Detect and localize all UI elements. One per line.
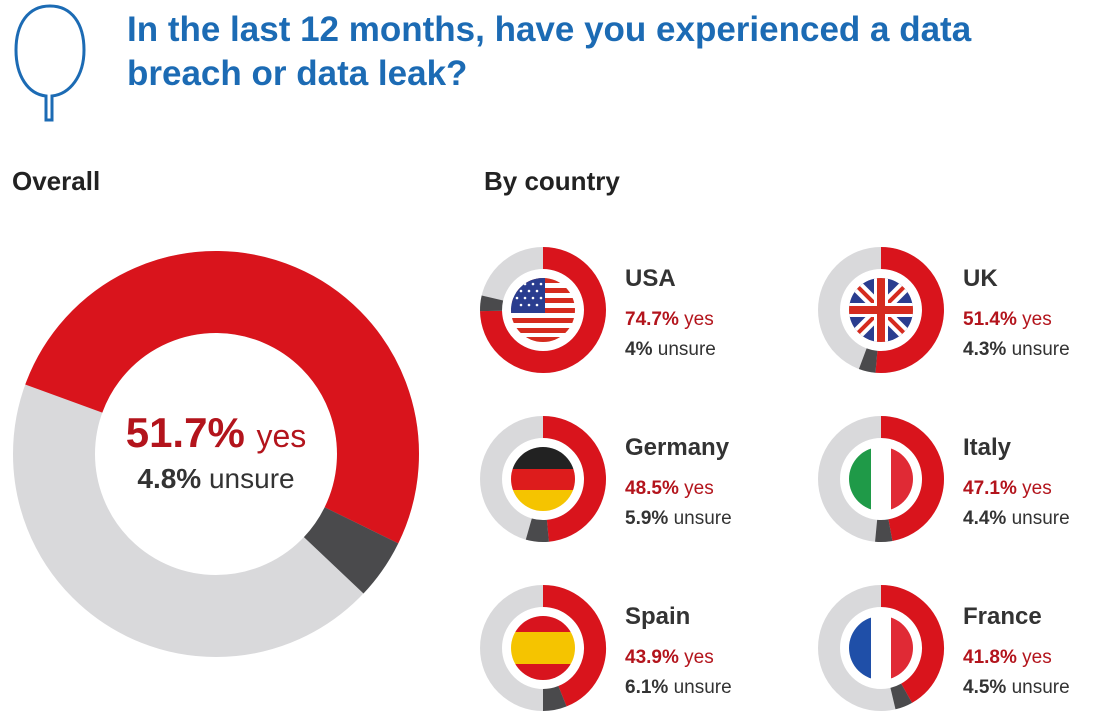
uk-unsure-segment [858, 348, 878, 373]
overall-unsure-segment [303, 506, 399, 594]
country-card-italy: Italy 47.1% yes 4.4% unsure [816, 414, 1100, 554]
italy-yes-segment [880, 416, 944, 541]
italy-donut [818, 416, 944, 542]
overall-yes-segment [25, 251, 419, 544]
country-name: France [963, 603, 1042, 630]
country-card-spain: Spain 43.9% yes 6.1% unsure [478, 583, 808, 723]
uk-yes-segment [875, 247, 944, 373]
unsure-value: 4.4% [963, 508, 1007, 529]
question-bubble-icon [14, 4, 86, 122]
country-name: UK [963, 265, 998, 292]
overall-yes-word: yes [256, 418, 307, 454]
france-unsure-segment [890, 683, 913, 710]
spain-yes-segment [542, 585, 606, 707]
spain-unsure-segment [542, 685, 567, 712]
yes-value: 47.1% [963, 478, 1017, 499]
yes-word: yes [1022, 478, 1052, 499]
yes-value: 41.8% [963, 647, 1017, 668]
unsure-word: unsure [673, 677, 732, 698]
unsure-value: 5.9% [625, 508, 669, 529]
by-country-label: By country [484, 166, 620, 196]
italy-flag-icon [849, 447, 913, 511]
yes-word: yes [684, 647, 714, 668]
country-card-germany: Germany 48.5% yes 5.9% unsure [478, 414, 808, 554]
country-card-france: France 41.8% yes 4.5% unsure [816, 583, 1100, 723]
yes-value: 74.7% [625, 309, 679, 330]
country-card-uk: UK 51.4% yes 4.3% unsure [816, 245, 1100, 385]
yes-value: 48.5% [625, 478, 679, 499]
germany-unsure-segment [525, 518, 549, 542]
usa-yes-segment [480, 247, 606, 373]
country-name: Italy [963, 434, 1012, 461]
country-name: Spain [625, 603, 691, 630]
unsure-word: unsure [1011, 339, 1070, 360]
uk-flag-icon [849, 278, 913, 342]
overall-center-label: 51.7% yes 4.8% unsure [48, 408, 384, 497]
italy-unsure-segment [875, 519, 893, 542]
overall-label: Overall [12, 166, 101, 196]
overall-unsure-value: 4.8% [137, 463, 202, 494]
country-card-usa: USA 74.7% yes 4% unsure [478, 245, 808, 385]
usa-donut [480, 247, 606, 373]
unsure-word: unsure [1011, 677, 1070, 698]
yes-word: yes [1022, 647, 1052, 668]
unsure-word: unsure [673, 508, 732, 529]
yes-word: yes [684, 309, 714, 330]
country-name: Germany [625, 434, 730, 461]
country-name: USA [625, 265, 676, 292]
usa-unsure-segment [480, 295, 504, 312]
germany-yes-segment [542, 416, 606, 542]
france-flag-icon [849, 616, 913, 680]
overall-unsure-word: unsure [208, 463, 295, 494]
unsure-value: 6.1% [625, 677, 669, 698]
spain-donut [480, 585, 606, 712]
overall-yes-value: 51.7% [125, 409, 245, 456]
france-yes-segment [880, 585, 944, 703]
unsure-word: unsure [1011, 508, 1070, 529]
unsure-word: unsure [657, 339, 716, 360]
france-donut [818, 585, 944, 711]
uk-donut [818, 247, 944, 373]
spain-flag-icon [511, 616, 575, 680]
yes-word: yes [1022, 309, 1052, 330]
germany-flag-icon [511, 447, 575, 511]
overall-donut-chart [13, 251, 419, 657]
yes-word: yes [684, 478, 714, 499]
page-title: In the last 12 months, have you experien… [127, 10, 972, 93]
unsure-value: 4.3% [963, 339, 1007, 360]
germany-donut [480, 416, 606, 542]
yes-value: 51.4% [963, 309, 1017, 330]
unsure-value: 4% [625, 339, 653, 360]
us-flag-icon [511, 278, 575, 342]
unsure-value: 4.5% [963, 677, 1007, 698]
yes-value: 43.9% [625, 647, 679, 668]
